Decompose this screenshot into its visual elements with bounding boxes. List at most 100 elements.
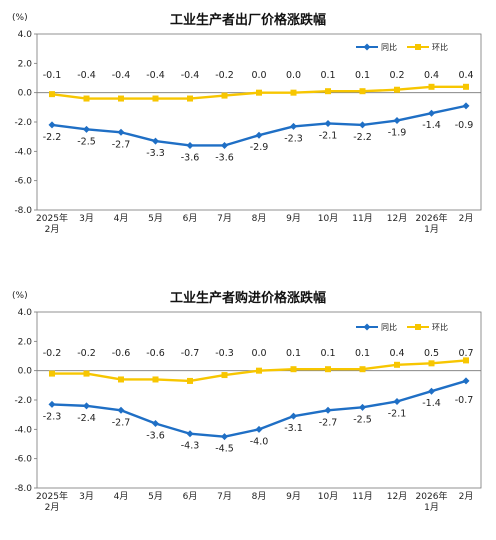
data-label-mom: -0.2 bbox=[43, 348, 62, 359]
x-tick-label-line: 3月 bbox=[79, 213, 94, 224]
x-tick-label: 3月 bbox=[79, 213, 94, 224]
data-label-mom: -0.4 bbox=[146, 70, 165, 81]
data-point-yoy bbox=[462, 377, 470, 385]
x-tick-label: 5月 bbox=[148, 491, 163, 502]
y-tick-label: 4.0 bbox=[18, 308, 33, 318]
x-tick-label-line: 2025年 bbox=[36, 490, 68, 502]
data-label-mom: 0.5 bbox=[424, 348, 439, 359]
plot-frame bbox=[36, 311, 482, 489]
y-tick-label: -6.0 bbox=[14, 455, 32, 465]
data-label-mom: 0.0 bbox=[286, 70, 301, 81]
data-point-mom bbox=[290, 366, 297, 373]
x-tick-label-line: 9月 bbox=[286, 491, 301, 502]
data-label-mom: 0.0 bbox=[251, 348, 266, 359]
data-point-mom bbox=[359, 88, 366, 95]
legend-label: 同比 bbox=[381, 42, 397, 52]
data-label-mom: -0.7 bbox=[181, 348, 200, 359]
x-tick-label-line: 11月 bbox=[352, 491, 372, 502]
data-point-yoy bbox=[221, 141, 228, 149]
data-point-mom bbox=[325, 366, 331, 373]
x-tick-label-line: 12月 bbox=[387, 491, 407, 502]
data-point-mom bbox=[49, 370, 55, 377]
data-label-yoy: -2.4 bbox=[77, 413, 96, 424]
chart-title: 工业生产者出厂价格涨跌幅 bbox=[170, 12, 326, 28]
data-point-mom bbox=[428, 360, 435, 367]
data-label-yoy: -4.5 bbox=[215, 444, 234, 455]
x-tick-label-line: 2月 bbox=[45, 502, 60, 513]
data-label-yoy: -1.4 bbox=[422, 398, 441, 409]
x-tick-label-line: 8月 bbox=[252, 213, 267, 224]
data-point-yoy bbox=[255, 131, 263, 139]
legend-marker-square bbox=[415, 44, 421, 50]
data-point-mom bbox=[394, 361, 400, 368]
x-tick-label-line: 2月 bbox=[45, 224, 60, 235]
data-label-yoy: -3.1 bbox=[284, 423, 303, 434]
data-label-mom: 0.2 bbox=[389, 70, 404, 81]
data-point-mom bbox=[118, 376, 124, 383]
legend-marker-diamond bbox=[363, 43, 371, 51]
data-point-mom bbox=[290, 89, 297, 96]
y-tick-label: 4.0 bbox=[18, 30, 33, 40]
x-tick-label-line: 5月 bbox=[148, 213, 163, 224]
x-tick-label-line: 12月 bbox=[387, 213, 407, 224]
x-tick-label-line: 11月 bbox=[352, 213, 372, 224]
data-point-yoy bbox=[428, 109, 435, 117]
data-point-yoy bbox=[117, 406, 125, 414]
x-tick-label-line: 2月 bbox=[459, 491, 474, 502]
data-point-mom bbox=[325, 88, 331, 95]
x-tick-label-line: 1月 bbox=[424, 224, 439, 235]
data-point-yoy bbox=[48, 400, 56, 408]
data-point-yoy bbox=[324, 406, 332, 414]
data-point-yoy bbox=[255, 425, 263, 433]
data-point-mom bbox=[83, 95, 90, 102]
data-point-mom bbox=[152, 95, 159, 102]
chart-title: 工业生产者购进价格涨跌幅 bbox=[170, 290, 326, 306]
x-tick-label-line: 4月 bbox=[114, 491, 129, 502]
x-tick-label: 6月 bbox=[183, 491, 198, 502]
x-tick-label-line: 4月 bbox=[114, 213, 129, 224]
x-tick-label-line: 7月 bbox=[217, 491, 232, 502]
legend-label: 同比 bbox=[381, 322, 397, 332]
x-tick-label-line: 7月 bbox=[217, 213, 232, 224]
data-point-mom bbox=[221, 372, 228, 379]
data-point-yoy bbox=[83, 402, 90, 410]
data-label-mom: -0.4 bbox=[181, 70, 200, 81]
x-tick-label-line: 6月 bbox=[183, 491, 198, 502]
x-tick-label: 8月 bbox=[252, 213, 267, 224]
data-point-mom bbox=[83, 370, 90, 377]
data-label-yoy: -3.3 bbox=[146, 148, 165, 159]
data-label-yoy: -2.9 bbox=[250, 142, 269, 153]
data-point-yoy bbox=[186, 430, 194, 438]
data-point-yoy bbox=[152, 137, 159, 145]
y-tick-label: -2.0 bbox=[14, 118, 32, 128]
chart-1: 工业生产者出厂价格涨跌幅 (%) 4.0 2.0 0.0 -2.0 -4.0 -6.0 -8.0… bbox=[12, 12, 482, 235]
x-tick-label-line: 10月 bbox=[318, 491, 338, 502]
x-tick-label-line: 2025年 bbox=[36, 212, 68, 224]
data-point-mom bbox=[428, 83, 435, 90]
data-label-mom: -0.6 bbox=[112, 348, 131, 359]
y-tick-label: -4.0 bbox=[14, 425, 32, 435]
y-tick-label: -4.0 bbox=[14, 147, 32, 157]
data-label-yoy: -4.0 bbox=[250, 436, 269, 447]
data-point-mom bbox=[187, 95, 193, 102]
x-tick-label-line: 1月 bbox=[424, 502, 439, 513]
x-tick-label: 7月 bbox=[217, 491, 232, 502]
data-point-yoy bbox=[152, 419, 159, 427]
y-tick-label: -6.0 bbox=[14, 177, 32, 187]
data-label-yoy: -0.7 bbox=[455, 395, 474, 406]
x-tick-label: 2025年 2月 bbox=[36, 212, 68, 235]
data-label-yoy: -2.2 bbox=[43, 132, 62, 143]
data-point-mom bbox=[49, 91, 55, 98]
data-label-mom: 0.4 bbox=[424, 70, 439, 81]
x-tick-label: 9月 bbox=[286, 491, 301, 502]
y-axis-unit-label: (%) bbox=[12, 291, 28, 301]
data-point-yoy bbox=[359, 121, 366, 129]
data-point-yoy bbox=[186, 141, 194, 149]
data-point-mom bbox=[463, 83, 469, 90]
data-point-yoy bbox=[221, 433, 228, 441]
data-label-yoy: -2.7 bbox=[112, 139, 131, 150]
x-tick-label-line: 3月 bbox=[79, 491, 94, 502]
data-point-mom bbox=[256, 367, 262, 374]
y-tick-label: 0.0 bbox=[18, 367, 33, 377]
data-label-mom: 0.4 bbox=[389, 348, 404, 359]
